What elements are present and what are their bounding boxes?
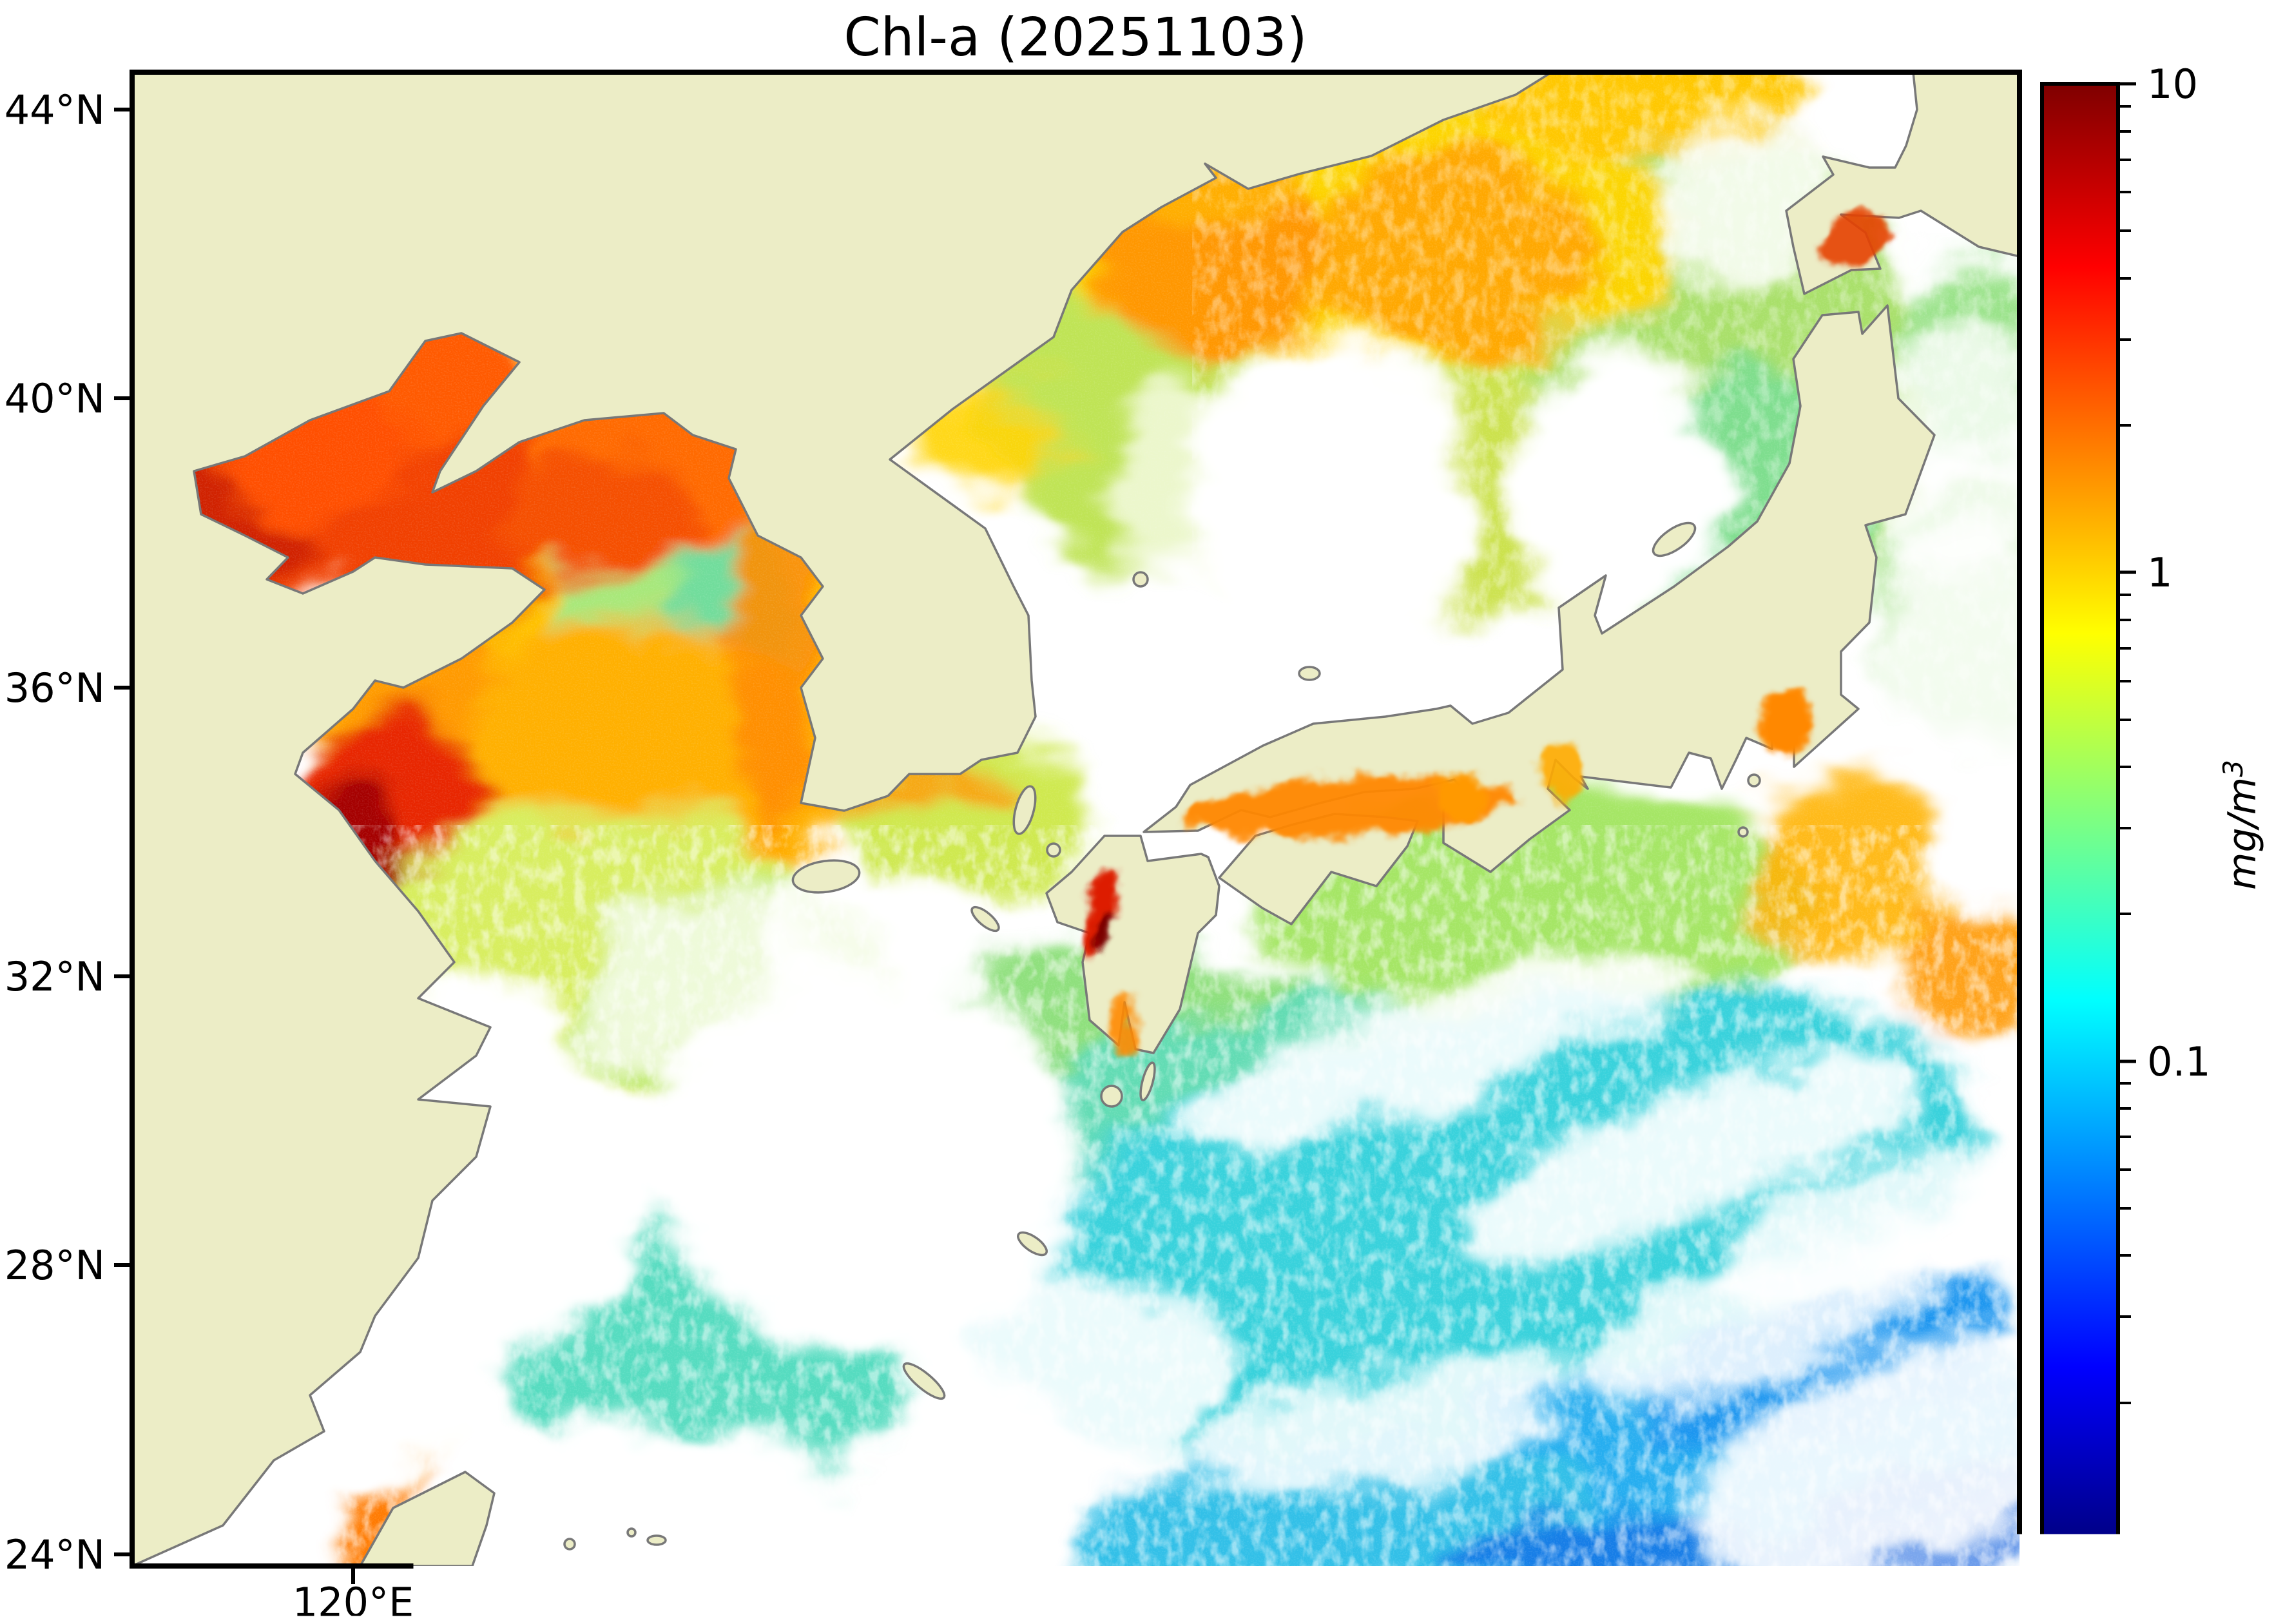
x-tick-label: 140°E: [1737, 1579, 1859, 1624]
colorbar-unit-label: mg/m3: [2217, 760, 2265, 890]
map-plot-area: [94, 37, 2153, 1624]
x-tick-label: 135°E: [1376, 1579, 1498, 1624]
land-yakushima-island: [1101, 1086, 1122, 1107]
y-tick-label: 32°N: [5, 953, 105, 1000]
land-small-island: [648, 1536, 666, 1545]
colorbar-major-ticks: [2118, 84, 2136, 1550]
y-tick-label: 24°N: [5, 1531, 105, 1578]
land-iki-island: [1047, 844, 1060, 856]
map-canvas: Chl-a (20251103): [0, 0, 2285, 1624]
x-tick-label: 120°E: [293, 1579, 414, 1624]
land-izu-oshima-island: [1748, 775, 1760, 786]
colorbar: 10 1 0.1 0.01 mg/m3: [2042, 61, 2265, 1574]
figure: Chl-a (20251103): [0, 0, 2285, 1624]
x-axis-labels: 120°E 125°E 130°E 135°E 140°E: [293, 1579, 1859, 1624]
land-small-island: [564, 1539, 575, 1549]
colorbar-tick-label: 10: [2147, 61, 2198, 108]
y-tick-label: 40°N: [5, 375, 105, 422]
colorbar-unit-exponent: 3: [2217, 760, 2249, 777]
x-tick-label: 130°E: [1015, 1579, 1137, 1624]
data-field-ise-bay: [1540, 742, 1585, 800]
data-field-osaka-bay: [1432, 773, 1490, 818]
y-tick-label: 28°N: [5, 1242, 105, 1289]
plot-title: Chl-a (20251103): [844, 7, 1307, 68]
land-ulleung-island: [1133, 572, 1148, 586]
land-oki-islands: [1299, 667, 1320, 680]
data-field-kagoshima-bay: [1111, 994, 1134, 1052]
land-small-island: [1739, 827, 1748, 836]
colorbar-tick-label: 0.01: [2147, 1527, 2236, 1574]
x-tick-label: 125°E: [653, 1579, 775, 1624]
y-tick-label: 36°N: [5, 664, 105, 711]
data-field-tokyo-bay: [1760, 688, 1812, 759]
colorbar-tick-label: 0.1: [2147, 1038, 2211, 1085]
colorbar-tick-label: 1: [2147, 549, 2172, 596]
y-tick-label: 44°N: [5, 86, 105, 133]
land-small-island: [628, 1529, 635, 1536]
colorbar-unit-base: mg/m: [2220, 777, 2265, 890]
y-axis-labels: 44°N 40°N 36°N 32°N 28°N 24°N: [5, 86, 105, 1578]
colorbar-gradient: [2042, 84, 2118, 1550]
